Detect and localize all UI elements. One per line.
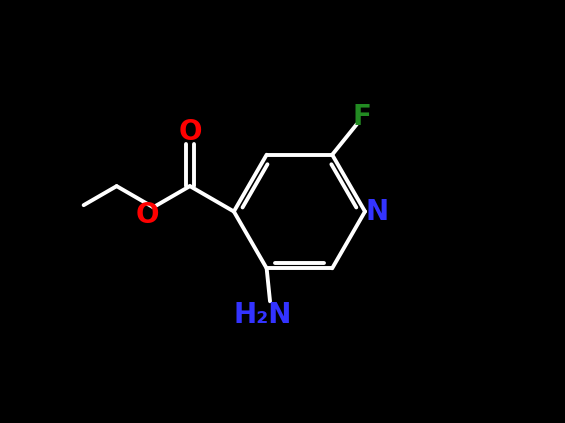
Text: O: O <box>135 201 159 229</box>
Text: F: F <box>353 103 371 131</box>
Text: H₂N: H₂N <box>233 301 292 329</box>
Text: N: N <box>365 198 388 225</box>
Text: O: O <box>178 118 202 146</box>
